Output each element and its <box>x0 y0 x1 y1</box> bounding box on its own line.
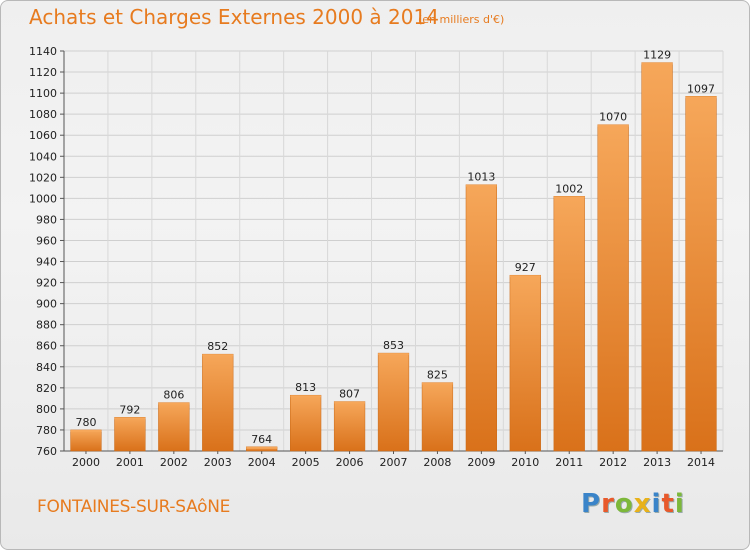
x-tick-label: 2001 <box>116 456 144 469</box>
bar-top-highlight <box>509 275 541 278</box>
y-tick-label: 820 <box>36 382 57 395</box>
y-tick-label: 1080 <box>29 108 57 121</box>
logo-letter: t <box>661 489 675 519</box>
x-tick-label: 2003 <box>204 456 232 469</box>
data-label-2004: 764 <box>251 433 272 446</box>
bar-top-highlight <box>597 124 629 127</box>
bar-top-highlight <box>334 401 365 404</box>
bar-top-highlight <box>641 62 673 65</box>
y-tick-label: 1040 <box>29 150 57 163</box>
bar-2009 <box>465 184 497 452</box>
bar-2000 <box>70 429 102 452</box>
y-tick-label: 1000 <box>29 192 57 205</box>
data-label-2009: 1013 <box>467 171 495 184</box>
x-tick-label: 2005 <box>292 456 320 469</box>
data-label-2007: 853 <box>383 339 404 352</box>
bar-2005 <box>290 394 322 452</box>
bar-top-highlight <box>290 395 322 398</box>
bar-top-highlight <box>114 417 146 420</box>
bar-2013 <box>641 62 673 452</box>
y-tick-label: 940 <box>36 256 57 269</box>
data-label-2001: 792 <box>119 403 140 416</box>
y-tick-label: 1120 <box>29 66 57 79</box>
bar-2012 <box>597 124 629 452</box>
bar-2006 <box>333 401 366 452</box>
bar-2010 <box>509 274 541 452</box>
data-label-2006: 807 <box>339 388 360 401</box>
y-tick-label: 800 <box>36 403 57 416</box>
y-tick-label: 880 <box>36 319 57 332</box>
data-label-2010: 927 <box>515 261 536 274</box>
x-tick-label: 2007 <box>380 456 408 469</box>
data-label-2011: 1002 <box>555 182 583 195</box>
bar-top-highlight <box>553 196 585 199</box>
bar-top-highlight <box>202 354 234 357</box>
bar-2008 <box>421 382 454 452</box>
data-labels: 780 792 806 852 764 813 807 853 825 1013 927 1002 10… <box>75 49 715 446</box>
bar-2002 <box>158 402 190 452</box>
y-tick-label: 760 <box>36 445 57 458</box>
y-tick-label: 840 <box>36 361 57 374</box>
bar-top-highlight <box>685 96 717 99</box>
logo-letter: i <box>651 489 662 519</box>
bars <box>70 62 717 452</box>
data-label-2000: 780 <box>75 416 96 429</box>
logo-letter: r <box>601 489 615 519</box>
place-name: FONTAINES-SUR-SAôNE <box>37 497 231 517</box>
bar-top-highlight <box>70 429 102 432</box>
data-label-2002: 806 <box>163 389 184 402</box>
x-tick-label: 2011 <box>555 456 583 469</box>
y-tick-label: 780 <box>36 424 57 437</box>
data-label-2013: 1129 <box>643 49 671 62</box>
x-tick-label: 2008 <box>423 456 451 469</box>
logo-letter: P <box>581 489 602 519</box>
y-tick-label: 980 <box>36 213 57 226</box>
y-tick-label: 1060 <box>29 129 57 142</box>
data-label-2008: 825 <box>427 369 448 382</box>
data-label-2005: 813 <box>295 381 316 394</box>
data-label-2012: 1070 <box>599 111 627 124</box>
x-tick-label: 2006 <box>336 456 364 469</box>
logo-letter: i <box>674 489 685 519</box>
bar-top-highlight <box>422 382 453 385</box>
y-tick-label: 1140 <box>29 45 57 58</box>
data-label-2003: 852 <box>207 340 228 353</box>
bar-2014 <box>685 96 717 452</box>
x-tick-label: 2014 <box>687 456 715 469</box>
x-tick-label: 2002 <box>160 456 188 469</box>
chart-title: Achats et Charges Externes 2000 à 2014 <box>29 5 439 29</box>
bar-top-highlight <box>465 184 497 187</box>
logo-letter: o <box>614 489 634 519</box>
x-tick-label: 2009 <box>467 456 495 469</box>
y-tick-label: 1020 <box>29 171 57 184</box>
bar-top-highlight <box>378 353 409 356</box>
x-tick-label: 2013 <box>643 456 671 469</box>
x-tick-label: 2004 <box>248 456 276 469</box>
chart-subtitle: (en milliers d'€) <box>418 13 505 26</box>
bar-top-highlight <box>158 402 190 405</box>
bar-2007 <box>377 352 410 452</box>
y-tick-label: 900 <box>36 298 57 311</box>
bar-2003 <box>202 353 234 452</box>
y-tick-label: 960 <box>36 234 57 247</box>
y-tick-label: 860 <box>36 340 57 353</box>
bar-2011 <box>553 196 585 452</box>
data-label-2014: 1097 <box>687 82 715 95</box>
y-tick-label: 920 <box>36 277 57 290</box>
bar-top-highlight <box>246 446 278 449</box>
x-tick-label: 2012 <box>599 456 627 469</box>
x-tick-label: 2000 <box>72 456 100 469</box>
bar-2001 <box>114 417 146 452</box>
x-tick-label: 2010 <box>511 456 539 469</box>
proxiti-logo: Proxiti <box>581 489 685 519</box>
y-tick-label: 1100 <box>29 87 57 100</box>
logo-letter: x <box>633 489 652 519</box>
